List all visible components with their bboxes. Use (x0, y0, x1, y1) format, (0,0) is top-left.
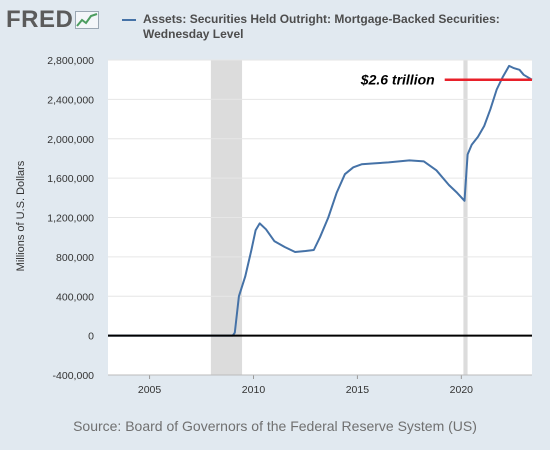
chart-line-icon (75, 11, 100, 29)
x-tick-label: 2005 (138, 384, 162, 396)
annotation-label: $2.6 trillion (360, 72, 435, 88)
legend: Assets: Securities Held Outright: Mortga… (122, 12, 550, 42)
source-note: Source: Board of Governors of the Federa… (73, 418, 477, 434)
y-tick-label: 800,000 (56, 252, 94, 264)
y-tick-label: 2,800,000 (47, 55, 94, 67)
y-tick-label: 1,600,000 (47, 173, 94, 185)
y-tick-label: 1,200,000 (47, 213, 94, 225)
series-line (108, 64, 533, 337)
series-title[interactable]: Assets: Securities Held Outright: Mortga… (143, 12, 500, 41)
legend-swatch (122, 19, 136, 21)
fred-logo[interactable]: FRED (6, 6, 100, 34)
y-tick-label: 400,000 (56, 291, 94, 303)
y-tick-label: 2,000,000 (47, 134, 94, 146)
y-tick-label: -400,000 (53, 370, 95, 382)
x-tick-label: 2010 (242, 384, 266, 396)
x-tick-label: 2020 (450, 384, 474, 396)
y-tick-label: 2,400,000 (47, 94, 94, 106)
y-tick-label: 0 (88, 331, 94, 343)
x-tick-label: 2015 (346, 384, 370, 396)
logo-text: FRED (6, 6, 74, 33)
